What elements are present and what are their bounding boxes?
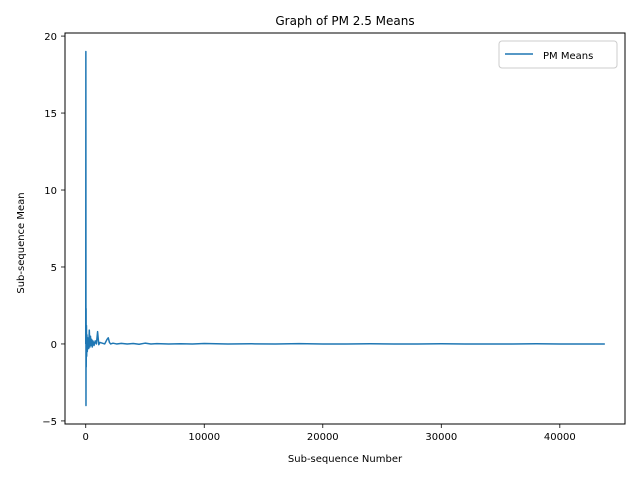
y-tick-label: 20 bbox=[44, 32, 57, 43]
y-axis-ticks: −5 0 5 10 15 20 bbox=[42, 32, 65, 428]
series-line-0 bbox=[84, 50, 605, 407]
legend: PM Means bbox=[498, 40, 618, 69]
y-tick-label: −5 bbox=[42, 417, 57, 428]
x-axis-ticks: 0 10000 20000 30000 40000 bbox=[83, 424, 576, 443]
legend-box bbox=[498, 40, 618, 69]
chart-title: Graph of PM 2.5 Means bbox=[275, 14, 414, 28]
legend-label-pm-means: PM Means bbox=[543, 51, 593, 62]
y-tick-label: 15 bbox=[44, 109, 57, 120]
x-tick-label: 10000 bbox=[188, 432, 220, 443]
y-tick-label: 5 bbox=[51, 263, 57, 274]
x-tick-label: 20000 bbox=[307, 432, 339, 443]
x-axis-label: Sub-sequence Number bbox=[288, 454, 403, 465]
x-tick-label: 0 bbox=[83, 432, 89, 443]
x-tick-label: 30000 bbox=[425, 432, 457, 443]
axes-frame bbox=[64, 32, 626, 425]
y-axis-label: Sub-sequence Mean bbox=[16, 192, 27, 293]
plot-area bbox=[84, 50, 605, 407]
x-tick-label: 40000 bbox=[544, 432, 576, 443]
y-tick-label: 10 bbox=[44, 186, 57, 197]
y-tick-label: 0 bbox=[51, 340, 57, 351]
